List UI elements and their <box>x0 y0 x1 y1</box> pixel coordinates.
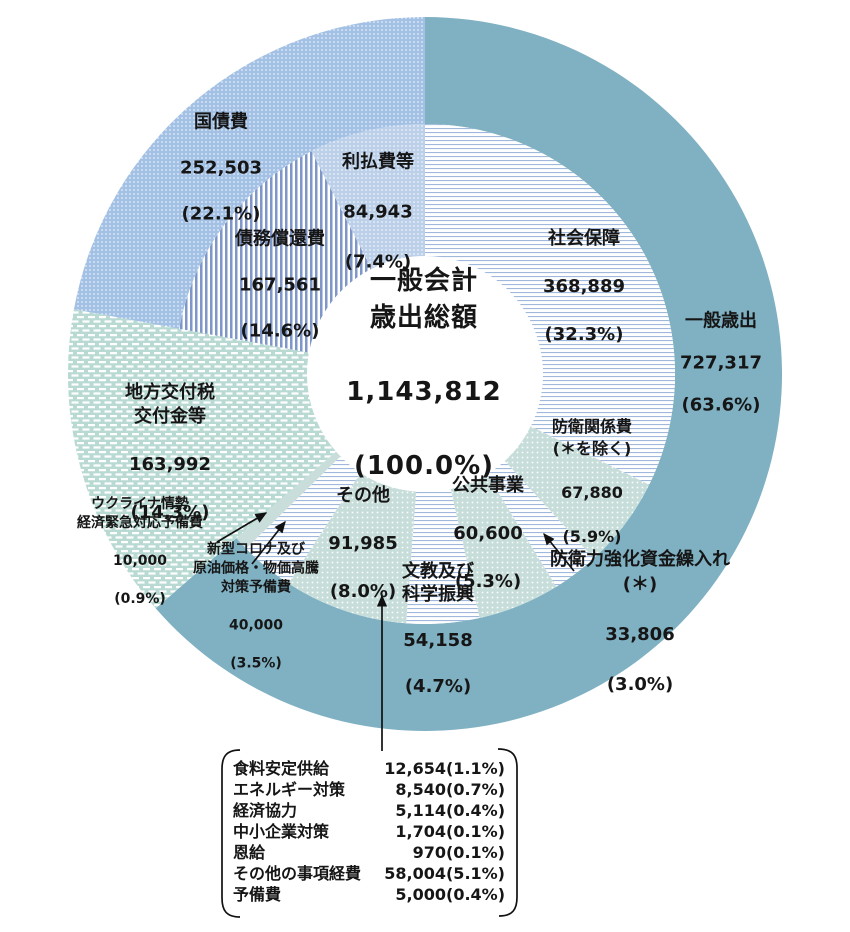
arrow-defense-fund-icon <box>543 532 575 572</box>
segment-chiho-kofuzei <box>67 309 336 609</box>
label-boeiryoku-kyoka: 防衛力強化資金繰入れ(＊) 33,806 (3.0%) <box>550 549 730 695</box>
breakdown-row: 予備費 5,000(0.4%) <box>233 885 505 904</box>
segment-ippan-saishutsu <box>155 17 783 731</box>
breakdown-row: 食料安定供給 12,654(1.1%) <box>233 759 505 778</box>
segment-bunkyo-kagaku <box>406 489 480 624</box>
segment-kokusaihi <box>73 17 425 329</box>
left-bracket-icon <box>221 749 241 918</box>
breakdown-row: 経済協力 5,114(0.4%) <box>233 801 505 820</box>
breakdown-brackets <box>221 748 518 918</box>
label-chiho-kofuzei: 地方交付税 交付金等 163,992 (14.3%) <box>125 382 215 523</box>
arrow-covid-reserve-icon <box>251 520 286 565</box>
arrow-ukraine-reserve-icon <box>216 512 268 543</box>
breakdown-row: その他の事項経費 58,004(5.1%) <box>233 864 505 883</box>
segment-corona-yobihi <box>246 456 361 584</box>
label-riharai-hito: 利払費等 84,943 (7.4%) <box>342 151 414 273</box>
segment-boei-kankeihi <box>504 426 650 559</box>
chart-center-label: 一般会計 歳出総額 1,143,812 (100.0%) <box>346 226 501 522</box>
others-breakdown-box: 食料安定供給 12,654(1.1%) エネルギー対策 8,540(0.7%) 経済… <box>233 758 505 905</box>
donut-segments <box>67 17 783 731</box>
segment-shakai-hosho <box>425 124 676 485</box>
segment-boeiryoku-kyoka <box>486 461 594 587</box>
segment-ukraine-yobihi <box>236 451 341 549</box>
segment-sonota <box>288 472 417 624</box>
label-saimu-shokan: 債務償還費 167,561 (14.6%) <box>235 228 325 342</box>
label-boei-kankeihi: 防衛関係費 (＊を除く) 67,880 (5.9%) <box>551 417 633 546</box>
label-kokusaihi: 国債費 252,503 (22.1%) <box>180 111 262 225</box>
label-kokyo-jigyo: 公共事業 60,600 (5.3%) <box>452 475 524 592</box>
label-sonota: その他 91,985 (8.0%) <box>328 485 398 602</box>
label-bunkyo-kagaku: 文教及び 科学振興 54,158 (4.7%) <box>402 561 474 697</box>
label-shakai-hosho: 社会保障 368,889 (32.3%) <box>543 228 625 345</box>
center-title: 一般会計 歳出総額 <box>369 266 479 333</box>
segment-saimu-shokan <box>179 151 372 353</box>
segment-kokyo-jigyo <box>450 474 557 618</box>
label-ippan-saishutsu: 一般歳出 727,317 (63.6%) <box>680 310 762 416</box>
annotation-arrows <box>216 512 575 751</box>
label-ukraine-yobihi: ウクライナ情勢 経済緊急対応予備費 10,000 (0.9%) <box>77 496 203 607</box>
center-total-pct: (100.0%) <box>353 451 495 481</box>
breakdown-row: 恩給 970(0.1%) <box>233 843 505 862</box>
center-total-value: 1,143,812 <box>346 377 502 407</box>
segment-riharai-hito <box>311 124 425 269</box>
breakdown-row: 中小企業対策 1,704(0.1%) <box>233 822 505 841</box>
breakdown-row: エネルギー対策 8,540(0.7%) <box>233 780 505 799</box>
label-corona-yobihi: 新型コロナ及び 原油価格・物価高騰 対策予備費 40,000 (3.5%) <box>193 541 319 672</box>
right-bracket-icon <box>497 748 518 917</box>
